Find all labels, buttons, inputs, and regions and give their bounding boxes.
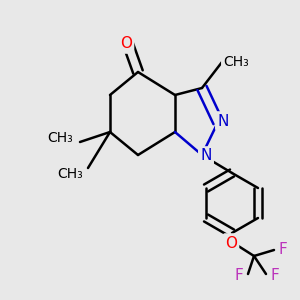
Text: N: N <box>217 113 229 128</box>
Text: N: N <box>200 148 212 164</box>
Text: F: F <box>235 268 243 284</box>
Text: O: O <box>120 37 132 52</box>
Text: CH₃: CH₃ <box>223 55 249 69</box>
Text: F: F <box>271 268 279 284</box>
Text: CH₃: CH₃ <box>57 167 83 181</box>
Text: F: F <box>279 242 287 257</box>
Text: CH₃: CH₃ <box>47 131 73 145</box>
Text: O: O <box>225 236 237 250</box>
